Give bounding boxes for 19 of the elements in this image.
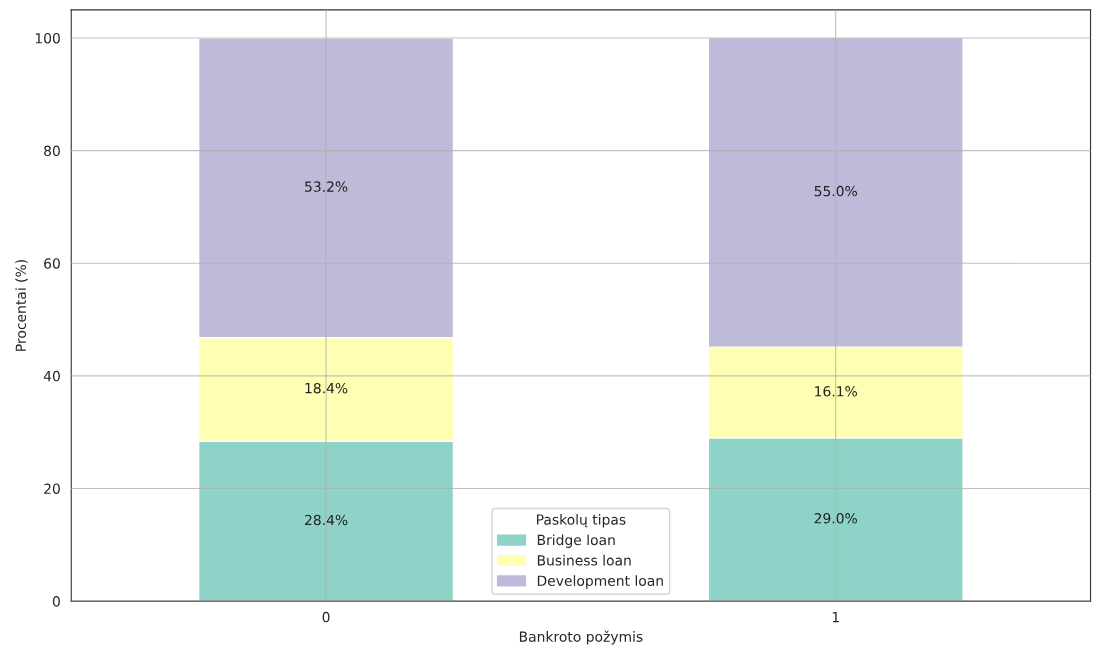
y-tick-label: 60 [44, 258, 60, 269]
x-tick-label: 1 [832, 612, 839, 623]
data-label: 18.4% [305, 382, 348, 394]
x-axis-title: Bankroto požymis [519, 630, 643, 645]
y-tick-label: 0 [52, 596, 60, 607]
data-label: 16.1% [815, 386, 857, 397]
legend-label: Development loan [537, 575, 663, 589]
data-label: 53.2% [305, 181, 348, 192]
legend-title: Paskolų tipas [537, 514, 626, 528]
data-label: 55.0% [814, 185, 857, 197]
y-tick-label: 20 [44, 483, 60, 494]
legend-label: Business loan [537, 554, 631, 566]
y-tick-label: 80 [44, 145, 60, 157]
y-tick-label: 40 [43, 370, 60, 382]
y-axis-title: Procentai (%) [15, 260, 28, 351]
y-tick-label: 100 [35, 32, 60, 44]
data-label: 29.0% [814, 513, 857, 524]
legend-label: Bridge loan [537, 534, 615, 548]
data-label: 28.4% [305, 514, 348, 526]
